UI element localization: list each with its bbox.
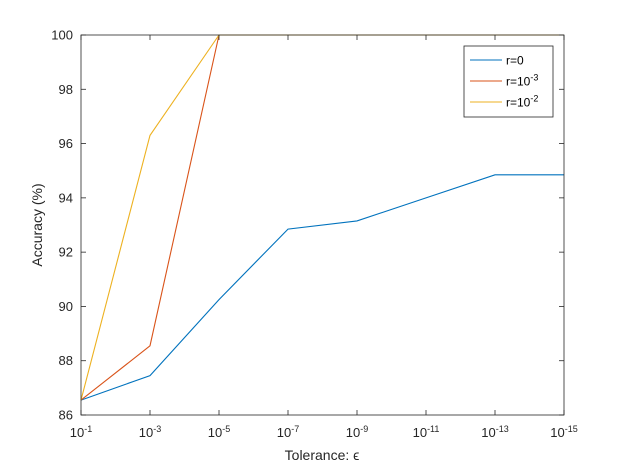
y-tick-label-6: 98	[59, 82, 73, 97]
legend-label-1: r=10-3	[506, 73, 538, 89]
legend: r=0 r=10-3 r=10-2	[463, 45, 554, 118]
y-tick-label-7: 100	[51, 28, 73, 43]
ticks-layer	[80, 34, 565, 416]
x-tick-label-7: 10-15	[550, 424, 577, 440]
x-tick-label-5: 10-11	[413, 424, 440, 440]
y-tick-label-1: 88	[59, 353, 73, 368]
x-tick-label-0: 10-1	[70, 424, 92, 440]
x-tick-label-3: 10-7	[277, 424, 299, 440]
x-tick-label-6: 10-13	[481, 424, 508, 440]
y-tick-label-2: 90	[59, 299, 73, 314]
x-tick-label-2: 10-5	[208, 424, 230, 440]
x-tick-label-4: 10-9	[346, 424, 368, 440]
series-line-0	[80, 174, 564, 401]
x-tick-labels: 10-1 10-3 10-5 10-7 10-9 10-11 10-13 10-15	[70, 424, 578, 440]
y-tick-label-5: 96	[59, 136, 73, 151]
x-axis-title: Tolerance: ϵ	[285, 447, 360, 463]
y-tick-labels: 86 88 90 92 94 96 98 100	[51, 28, 73, 423]
legend-label-0: r=0	[506, 54, 524, 68]
y-axis-title: Accuracy (%)	[29, 183, 45, 266]
y-tick-label-4: 94	[59, 190, 73, 205]
y-tick-label-0: 86	[59, 408, 73, 423]
x-tick-label-1: 10-3	[139, 424, 161, 440]
y-tick-label-3: 92	[59, 245, 73, 260]
legend-label-2: r=10-2	[506, 94, 538, 110]
plot-frame	[80, 34, 565, 416]
